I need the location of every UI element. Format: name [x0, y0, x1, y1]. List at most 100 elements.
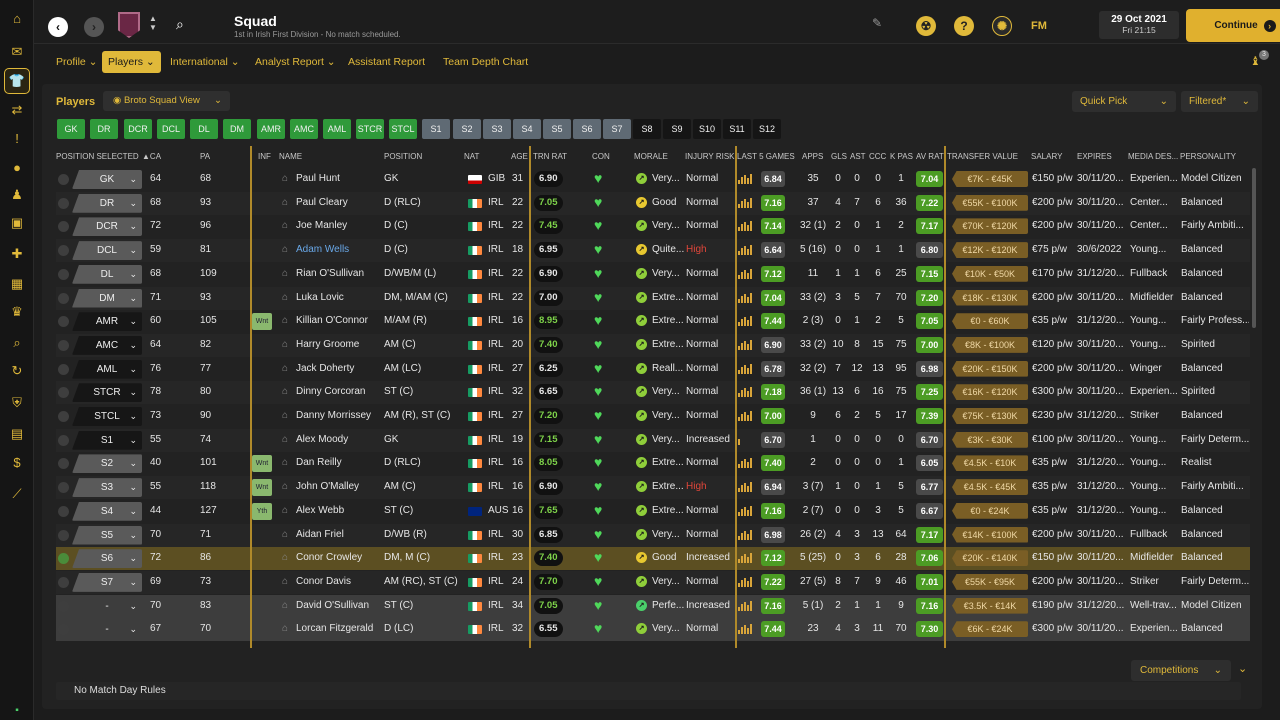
chip-s2[interactable]: S2 [453, 119, 481, 139]
chip-s7[interactable]: S7 [603, 119, 631, 139]
table-row[interactable]: GK ⌄ 64 68 ⌂ Paul Hunt GK GIB 31 6.90 ♥ ↗ Very... Nor… [56, 168, 1250, 191]
finance-icon[interactable]: $ [13, 454, 21, 470]
select-checkbox[interactable] [58, 411, 69, 422]
notification-bell-icon[interactable]: ♝ [1250, 54, 1261, 68]
position-selector[interactable]: STCR ⌄ [72, 383, 142, 403]
player-name[interactable]: Rian O'Sullivan [296, 267, 365, 279]
player-name[interactable]: Paul Hunt [296, 173, 340, 184]
select-checkbox[interactable] [58, 553, 69, 565]
col-media-desc[interactable]: MEDIA DES... [1128, 152, 1179, 161]
player-name[interactable]: Paul Cleary [296, 196, 348, 208]
player-name[interactable]: Alex Moody [296, 433, 349, 445]
table-row[interactable]: STCL ⌄ 73 90 ⌂ Danny Morrissey AM (R), ST (C) I… [56, 405, 1250, 428]
home-icon[interactable]: ⌂ [13, 10, 21, 26]
player-name[interactable]: John O'Malley [296, 481, 360, 493]
transfer-value[interactable]: €20K - €140K [952, 550, 1028, 567]
transfer-value[interactable]: €75K - €130K [952, 408, 1028, 424]
transfer-value[interactable]: €55K - €100K [952, 194, 1028, 211]
refresh-icon[interactable]: ↻ [11, 363, 23, 378]
back-button[interactable]: ‹ [48, 17, 68, 37]
transfer-value[interactable]: €8K - €100K [952, 336, 1028, 353]
select-checkbox[interactable] [58, 339, 69, 351]
table-row[interactable]: S5 ⌄ 70 71 ⌂ Aidan Friel D/WB (R) IRL 30 6.85 ♥ ↗ Ve… [56, 523, 1250, 547]
trophy-icon[interactable]: ♛ [11, 304, 23, 319]
help-icon[interactable]: ? [954, 16, 974, 36]
select-checkbox[interactable] [58, 482, 69, 494]
continue-button[interactable]: Continue › [1186, 9, 1280, 42]
scrollbar[interactable] [1252, 168, 1256, 328]
col-ast[interactable]: AST [850, 152, 866, 161]
chip-s1[interactable]: S1 [422, 119, 450, 139]
transfer-value[interactable]: €70K - €120K [952, 218, 1028, 235]
col-gls[interactable]: GLS [831, 152, 848, 161]
col-personality[interactable]: PERSONALITY [1180, 152, 1237, 161]
col-nat[interactable]: NAT [464, 152, 480, 161]
select-checkbox[interactable] [58, 245, 69, 257]
club-crest-icon[interactable] [118, 12, 140, 38]
ball-icon[interactable]: ● [13, 159, 21, 175]
select-checkbox[interactable] [58, 576, 69, 588]
table-row[interactable]: - ⌄ 70 83 ⌂ David O'Sullivan ST (C) IRL 34 7.05 ♥ ↗… [56, 594, 1250, 618]
inf-badge[interactable]: Wnt [252, 479, 272, 497]
crest-switch-icon[interactable]: ▲ ▼ [149, 14, 157, 32]
position-selector[interactable]: S2 ⌄ [72, 454, 142, 474]
fm-logo[interactable]: FM [1031, 20, 1047, 32]
col-trn-rat[interactable]: TRN RAT [533, 152, 568, 161]
briefcase-icon[interactable]: ▤ [10, 426, 24, 441]
world-icon[interactable]: ☢ [916, 16, 936, 36]
select-checkbox[interactable] [58, 292, 69, 304]
select-checkbox[interactable] [58, 458, 69, 470]
select-checkbox[interactable] [58, 600, 69, 612]
chip-stcl[interactable]: STCL [389, 119, 417, 139]
chip-s8[interactable]: S8 [633, 119, 661, 139]
chip-dcr[interactable]: DCR [124, 119, 152, 139]
player-name[interactable]: Conor Crowley [296, 552, 363, 564]
col-pa[interactable]: PA [200, 152, 211, 161]
col-position-selected[interactable]: POSITION SELECTED [56, 152, 139, 161]
position-selector[interactable]: STCL ⌄ [72, 407, 142, 426]
transfer-value[interactable]: €4.5K - €10K [952, 455, 1028, 472]
transfer-value[interactable]: €7K - €45K [952, 171, 1028, 187]
table-row[interactable]: - ⌄ 67 70 ⌂ Lorcan Fitzgerald D (LC) IRL 32 6.55 ♥… [56, 618, 1250, 642]
squad-icon[interactable]: 👕 [4, 68, 30, 94]
table-row[interactable]: DCR ⌄ 72 96 ⌂ Joe Manley D (C) IRL 22 7.45 ♥ ↗ Very.… [56, 215, 1250, 238]
scouting-icon[interactable]: ⌕ [13, 335, 21, 350]
table-row[interactable]: DR ⌄ 68 93 ⌂ Paul Cleary D (RLC) IRL 22 7.05 ♥ ↗ Goo… [56, 191, 1250, 215]
col-inf[interactable]: INF [258, 152, 271, 161]
position-selector[interactable]: S6 ⌄ [72, 549, 142, 569]
table-row[interactable]: S1 ⌄ 55 74 ⌂ Alex Moody GK IRL 19 7.15 ♥ ↗ Very... In… [56, 428, 1250, 452]
chip-amr[interactable]: AMR [257, 119, 285, 139]
position-selector[interactable]: DL ⌄ [72, 264, 142, 284]
staff-icon[interactable]: ♟ [11, 187, 23, 202]
match-day-rules[interactable]: No Match Day Rules [56, 682, 1241, 700]
transfer-value[interactable]: €16K - €120K [952, 384, 1028, 401]
col-kpas[interactable]: K PAS [890, 152, 913, 161]
col-expires[interactable]: EXPIRES [1077, 152, 1112, 161]
table-row[interactable]: S2 ⌄ 40 101 Wnt ⌂ Dan Reilly D (RLC) IRL 16 8.05 ♥ ↗… [56, 452, 1250, 475]
player-name[interactable]: Conor Davis [296, 575, 352, 587]
chip-stcr[interactable]: STCR [356, 119, 384, 139]
chip-s3[interactable]: S3 [483, 119, 511, 139]
col-name[interactable]: NAME [279, 152, 303, 161]
transfer-value[interactable]: €0 - €24K [952, 502, 1028, 519]
calendar-icon[interactable]: ▦ [10, 276, 24, 291]
position-selector[interactable]: S7 ⌄ [72, 572, 142, 592]
select-checkbox[interactable] [58, 221, 69, 233]
transfer-value[interactable]: €12K - €120K [952, 242, 1028, 259]
transfer-value[interactable]: €3K - €30K [952, 431, 1028, 448]
position-selector[interactable]: S4 ⌄ [72, 501, 142, 521]
position-selector[interactable]: S1 ⌄ [72, 430, 142, 450]
transfer-value[interactable]: €4.5K - €45K [952, 479, 1028, 496]
transfer-value[interactable]: €14K - €100K [952, 526, 1028, 543]
select-checkbox[interactable] [58, 174, 69, 185]
forward-button[interactable]: › [84, 17, 104, 37]
chip-s12[interactable]: S12 [753, 119, 781, 139]
position-selector[interactable]: DR ⌄ [72, 193, 142, 213]
chip-dm[interactable]: DM [223, 119, 251, 139]
training-icon[interactable]: ▣ [10, 215, 24, 230]
chip-amc[interactable]: AMC [290, 119, 318, 139]
player-name[interactable]: Danny Morrissey [296, 410, 372, 421]
view-selector[interactable]: ◉ Broto Squad View ⌄ [103, 91, 230, 111]
chip-dr[interactable]: DR [90, 119, 118, 139]
transfer-value[interactable]: €10K - €50K [952, 265, 1028, 282]
